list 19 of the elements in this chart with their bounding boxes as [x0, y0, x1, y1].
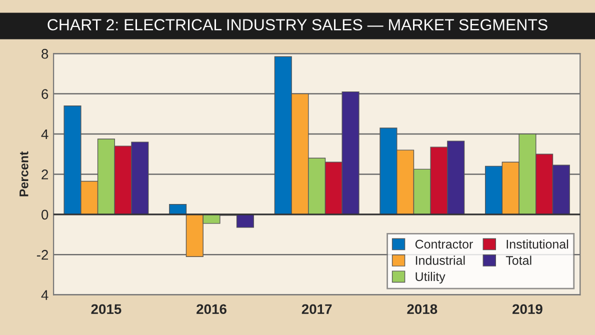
x-tick-label: 2015 [91, 304, 122, 314]
x-tick-label: 2016 [196, 304, 226, 314]
legend-label: Industrial [416, 256, 465, 265]
chart-title: CHART 2: ELECTRICAL INDUSTRY SALES — MARKET SEGMENTS [48, 19, 548, 30]
legend-label: Total [506, 256, 532, 265]
y-tick-label: 6 [42, 89, 48, 99]
y-tick-label: 4 [41, 290, 48, 300]
x-tick-label: 2017 [302, 304, 332, 314]
y-tick-label: 2 [42, 170, 48, 180]
y-tick-label: -2 [36, 250, 48, 260]
legend-label: Institutional [506, 239, 568, 249]
legend-label: Utility [416, 272, 446, 284]
y-tick-label: 4 [41, 129, 48, 140]
x-tick-label: 2018 [407, 304, 438, 314]
legend-label: Contractor [415, 240, 473, 249]
y-axis-title: Percent [20, 151, 28, 196]
x-tick-label: 2019 [512, 304, 542, 314]
y-tick-label: 0 [42, 210, 48, 220]
y-tick-label: 8 [42, 48, 48, 59]
